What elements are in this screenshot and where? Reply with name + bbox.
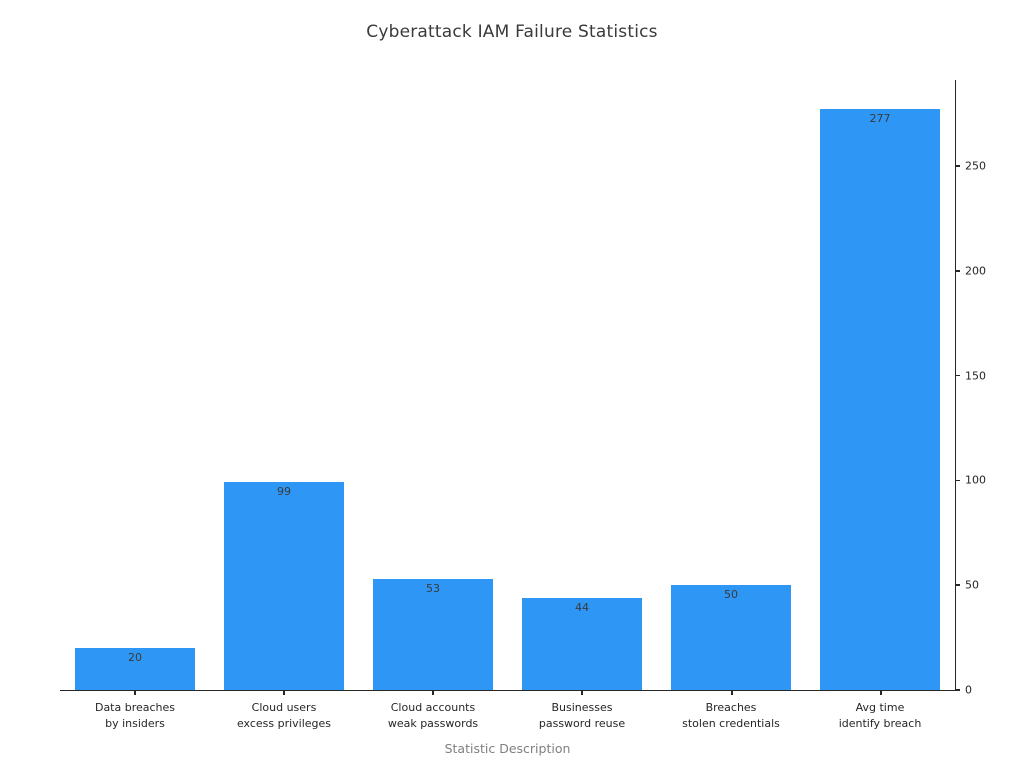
bar-1: 99	[224, 482, 344, 690]
x-tick-mark-5	[880, 690, 882, 695]
bar-4: 50	[671, 585, 791, 690]
x-category-label-0: Data breaches by insiders	[94, 701, 176, 730]
x-category-label-5: Avg time identify breach	[838, 701, 922, 730]
y-tick-mark-5	[955, 165, 960, 167]
bar-3: 44	[522, 598, 642, 690]
bar-value-label-1: 99	[277, 485, 291, 498]
y-tick-label-3: 150	[965, 369, 986, 383]
x-tick-mark-4	[731, 690, 733, 695]
bar-5: 277	[820, 109, 940, 690]
x-category-label-3: Businesses password reuse	[538, 701, 626, 730]
x-tick-mark-3	[581, 690, 583, 695]
y-tick-mark-4	[955, 270, 960, 272]
x-category-label-4: Breaches stolen credentials	[682, 701, 780, 730]
bar-value-label-5: 277	[869, 112, 891, 125]
y-tick-mark-2	[955, 479, 960, 482]
y-tick-label-0: 0	[965, 683, 972, 697]
bar-value-label-2: 53	[426, 582, 440, 595]
y-tick-mark-0	[955, 689, 960, 691]
bar-value-label-0: 20	[128, 651, 142, 664]
plot-area: 20 Data breaches by insiders 99 Cloud users…	[60, 80, 986, 730]
bar-value-label-4: 50	[724, 588, 738, 601]
x-tick-mark-1	[283, 690, 285, 695]
x-category-label-1: Cloud users excess privileges	[236, 701, 332, 730]
x-tick-mark-2	[432, 690, 434, 695]
bar-value-label-3: 44	[575, 601, 589, 614]
bar-2: 53	[373, 579, 493, 690]
x-axis-title: Statistic Description	[444, 741, 571, 756]
y-tick-label-1: 50	[965, 578, 979, 592]
x-tick-mark-0	[134, 690, 136, 695]
y-tick-label-5: 250	[965, 159, 986, 173]
y-tick-mark-1	[955, 584, 960, 586]
x-category-label-2: Cloud accounts weak passwords	[387, 701, 479, 730]
y-tick-label-2: 100	[965, 473, 986, 487]
y-tick-mark-3	[955, 374, 960, 377]
bar-0: 20	[75, 648, 195, 690]
y-tick-label-4: 200	[965, 264, 986, 278]
chart-title: Cyberattack IAM Failure Statistics	[366, 22, 658, 42]
